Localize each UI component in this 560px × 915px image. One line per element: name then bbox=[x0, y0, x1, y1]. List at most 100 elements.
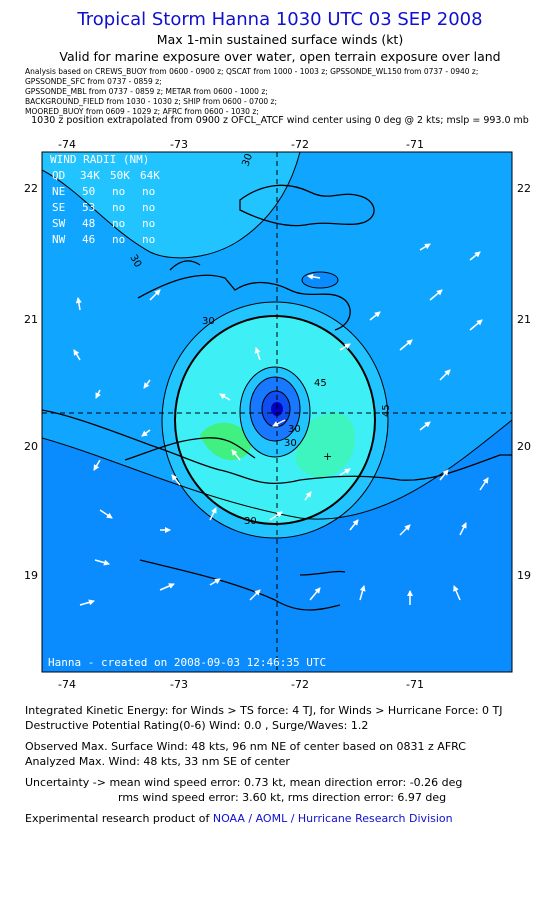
wind-arrow bbox=[339, 468, 351, 476]
product-credit: Experimental research product of NOAA / … bbox=[25, 812, 453, 825]
wind-arrow bbox=[254, 347, 261, 361]
wind-arrow bbox=[209, 578, 221, 586]
contour-label: 30 bbox=[244, 516, 257, 527]
wind-arrow bbox=[469, 319, 483, 331]
uncertainty-line: Uncertainty -> mean wind speed error: 0.… bbox=[25, 776, 463, 789]
coastline-caicos bbox=[239, 184, 375, 227]
lon-tick-top: -71 bbox=[406, 138, 424, 151]
map-subtitle-wind: Max 1-min sustained surface winds (kt) bbox=[156, 32, 404, 47]
wind-arrow bbox=[209, 507, 217, 521]
coastlines bbox=[42, 260, 512, 611]
wind-arrow bbox=[272, 419, 286, 427]
coastline-tortuga bbox=[124, 437, 256, 461]
coastline-island bbox=[299, 570, 346, 576]
wind-radii-cell: no bbox=[112, 185, 125, 198]
observed-max-line: Observed Max. Surface Wind: 48 kts, 96 n… bbox=[25, 740, 466, 753]
wind-arrow bbox=[75, 297, 82, 311]
lon-tick-top: -73 bbox=[170, 138, 188, 151]
wind-radii-heading: WIND RADII (NM) bbox=[50, 153, 149, 166]
contour-label: 30 bbox=[202, 316, 215, 327]
wind-radii-cell: NE bbox=[52, 185, 65, 198]
contour-label: 30 bbox=[288, 424, 301, 435]
wind-radii-col: 50K bbox=[110, 169, 130, 182]
wind-arrow bbox=[349, 519, 359, 531]
wind-radii-cell: no bbox=[142, 201, 155, 214]
coastline-hispaniola-north bbox=[42, 409, 512, 484]
ike-line: Integrated Kinetic Energy: for Winds > T… bbox=[25, 704, 503, 717]
wind-arrow bbox=[439, 469, 449, 481]
contour-small-blob bbox=[301, 271, 339, 289]
lon-tick-bottom: -73 bbox=[170, 678, 188, 690]
wind-field-map: + 30 30 30 30 30 45 45 30 WIND RADII (NM… bbox=[24, 138, 531, 690]
wind-arrow bbox=[95, 389, 101, 399]
wind-arrow bbox=[429, 289, 443, 301]
wind-arrow bbox=[309, 587, 321, 601]
wind-arrow bbox=[439, 369, 451, 381]
wind-arrow bbox=[359, 585, 366, 601]
wind-arrow bbox=[249, 589, 261, 601]
wind-arrow bbox=[269, 511, 283, 521]
center-crosshair bbox=[42, 152, 512, 672]
wind-arrow bbox=[469, 251, 481, 261]
contour-lines bbox=[42, 152, 512, 539]
contour-35-ring bbox=[174, 315, 376, 525]
analysis-sources-line: GPSSONDE_SFC from 0737 - 0859 z; bbox=[25, 77, 162, 86]
wind-arrow bbox=[479, 477, 489, 491]
wind-arrow bbox=[219, 393, 231, 401]
wind-radii-cell: SE bbox=[52, 201, 65, 214]
lat-tick-right: 22 bbox=[517, 182, 531, 195]
analysis-sources-line: Analysis based on CREWS_BUOY from 0600 -… bbox=[25, 67, 479, 76]
coastline-islet bbox=[169, 260, 201, 271]
wind-arrow bbox=[231, 449, 241, 461]
wind-arrow bbox=[141, 429, 151, 437]
lon-tick-top: -72 bbox=[291, 138, 309, 151]
wind-band-under-20 bbox=[42, 420, 512, 672]
wind-arrow bbox=[159, 583, 175, 591]
wind-radii-cell: NW bbox=[52, 233, 66, 246]
analyzed-max-line: Analyzed Max. Wind: 48 kts, 33 nm SE of … bbox=[25, 755, 290, 768]
contour-label: 30 bbox=[284, 438, 297, 449]
wind-arrow bbox=[143, 379, 151, 389]
lon-tick-bottom: -72 bbox=[291, 678, 309, 690]
wind-band-45-west bbox=[200, 422, 252, 461]
contour-label: 30 bbox=[240, 152, 255, 168]
lat-tick-right: 21 bbox=[517, 313, 531, 326]
wind-arrow bbox=[79, 599, 95, 606]
position-note: 1030 z position extrapolated from 0900 z… bbox=[31, 115, 529, 126]
rms-line: rms wind speed error: 3.60 kt, rms direc… bbox=[118, 791, 447, 804]
product-prefix: Experimental research product of bbox=[25, 812, 210, 825]
wind-arrow bbox=[399, 524, 411, 536]
wind-radii-cell: SW bbox=[52, 217, 66, 230]
wind-arrow bbox=[304, 491, 312, 501]
coastline-bahamas-south bbox=[137, 274, 351, 331]
wind-arrow bbox=[93, 459, 101, 471]
contour-eye-outer bbox=[239, 366, 311, 458]
lon-tick-bottom: -74 bbox=[58, 678, 76, 690]
analysis-sources-line: GPSSONDE_MBL from 0737 - 0859 z; METAR f… bbox=[25, 87, 268, 96]
wind-arrow bbox=[339, 343, 351, 351]
contour-label: 45 bbox=[314, 378, 327, 389]
lat-tick-right: 20 bbox=[517, 440, 531, 453]
map-credit: Hanna - created on 2008-09-03 12:46:35 U… bbox=[48, 656, 326, 669]
lat-tick-left: 20 bbox=[24, 440, 38, 453]
axis-ticks: -74 -73 -72 -71 -74 -73 -72 -71 22 21 20… bbox=[24, 138, 531, 690]
wind-arrow bbox=[73, 349, 81, 361]
wind-radii-cell: 48 bbox=[82, 217, 95, 230]
wind-radii-cell: no bbox=[112, 233, 125, 246]
wind-band-45-east bbox=[295, 412, 355, 478]
analysis-sources-line: BACKGROUND_FIELD from 1030 - 1030 z; SHI… bbox=[25, 97, 278, 106]
wind-radii-cell: no bbox=[112, 201, 125, 214]
wind-radii-cell: no bbox=[142, 233, 155, 246]
analysis-sources-line: MOORED_BUOY from 0609 - 1029 z; AFRC fro… bbox=[25, 107, 259, 116]
contour-eye-1 bbox=[249, 376, 301, 442]
lat-tick-left: 21 bbox=[24, 313, 38, 326]
contour-labels: 30 30 30 30 30 45 45 30 bbox=[127, 152, 392, 527]
contour-eye-2 bbox=[261, 390, 291, 428]
product-org-link[interactable]: NOAA / AOML / Hurricane Research Divisio… bbox=[212, 812, 453, 825]
wind-arrow bbox=[459, 522, 467, 536]
wind-arrow bbox=[399, 339, 413, 351]
wind-radii-cell: no bbox=[142, 217, 155, 230]
wind-arrow bbox=[369, 311, 381, 321]
map-subtitle-exposure: Valid for marine exposure over water, op… bbox=[59, 49, 501, 64]
lat-tick-left: 19 bbox=[24, 569, 38, 582]
